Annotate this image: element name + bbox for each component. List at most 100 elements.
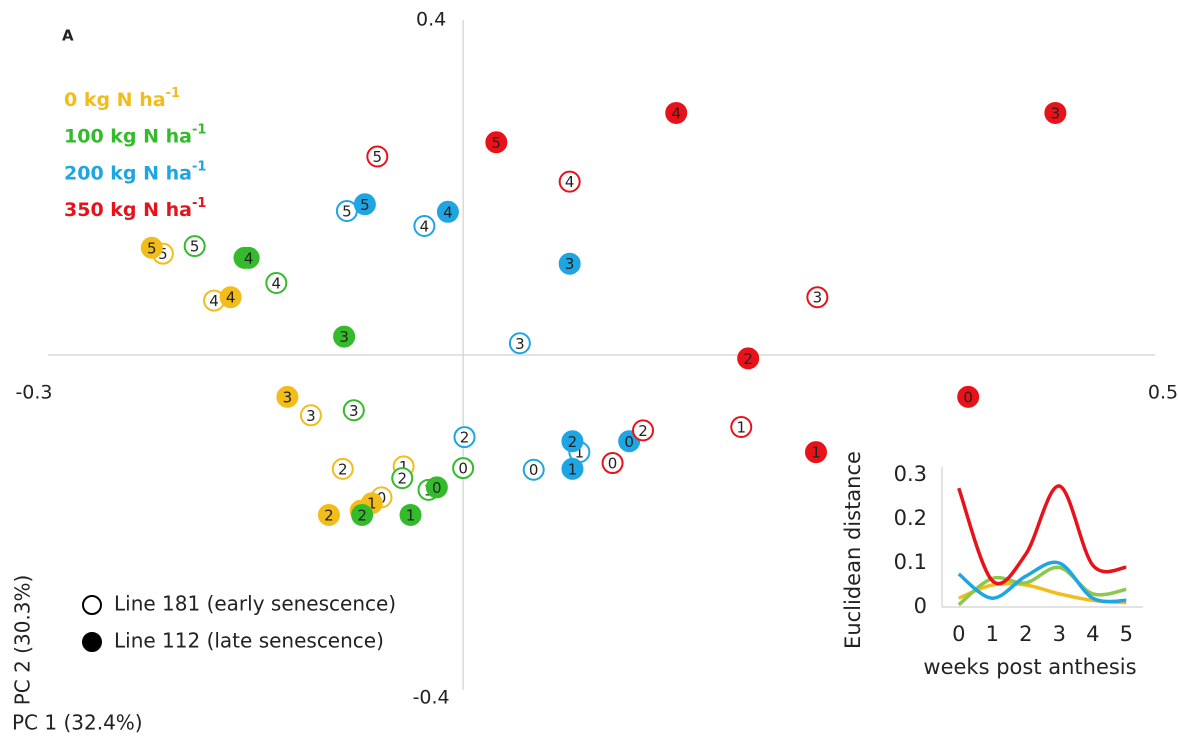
point-label: 3: [349, 402, 359, 420]
inset-y-tick-label: 0.1: [894, 550, 927, 574]
point-label: 5: [360, 196, 370, 214]
point: [558, 170, 581, 193]
inset-x-tick-label: 1: [986, 622, 999, 646]
point-label: 1: [406, 506, 416, 524]
x-axis-label: PC 1 (32.4%): [12, 711, 143, 735]
inset-y-tick-label: 0.2: [894, 506, 927, 530]
legend-text: 0 kg N ha: [64, 89, 166, 111]
point: [957, 385, 980, 408]
point-label: 4: [209, 292, 219, 310]
point-label: 2: [397, 470, 407, 488]
legend-text: 200 kg N ha: [64, 162, 192, 184]
point-label: 2: [568, 433, 578, 451]
legend-sup: -1: [192, 159, 206, 174]
y-tick-label: -0.4: [413, 687, 450, 709]
point-label: 4: [226, 289, 236, 307]
point: [561, 457, 584, 480]
point-label: 2: [324, 506, 334, 524]
point-label: 5: [492, 134, 502, 152]
point: [804, 441, 827, 464]
point: [276, 385, 299, 408]
legend-entry: 0 kg N ha-1: [64, 86, 180, 111]
point: [219, 286, 242, 309]
inset-x-tick-label: 5: [1120, 622, 1133, 646]
point-label: 5: [342, 202, 352, 220]
panel-label: A: [62, 27, 74, 45]
inset-line: [957, 484, 1127, 586]
inset-x-axis-label: weeks post anthesis: [923, 655, 1136, 679]
inset-y-tick-label: 0: [914, 594, 927, 618]
point: [399, 503, 422, 526]
point: [237, 246, 260, 269]
point: [665, 101, 688, 124]
inset-y-axis-label: Euclidean distance: [841, 451, 865, 649]
point-label: 1: [568, 460, 578, 478]
point: [561, 430, 584, 453]
point-label: 3: [565, 255, 575, 273]
inset-line: [957, 560, 1127, 604]
point: [1044, 101, 1067, 124]
point-label: 3: [515, 335, 525, 353]
point-label: 5: [373, 148, 383, 166]
point-label: 3: [339, 328, 349, 346]
legend-sup: -1: [192, 196, 206, 211]
inset-x-tick-label: 0: [952, 622, 965, 646]
point: [331, 457, 354, 480]
legend-entry: 350 kg N ha-1: [64, 196, 206, 221]
point: [806, 286, 829, 309]
point-label: 1: [575, 444, 585, 462]
point: [366, 145, 389, 168]
point-label: 0: [963, 388, 973, 406]
point-label: 5: [147, 239, 157, 257]
point: [342, 399, 365, 422]
legend-text: Line 181 (early senescence): [114, 592, 396, 616]
point: [508, 332, 531, 355]
legend-text: 100 kg N ha: [64, 125, 192, 147]
inset-x-tick-label: 2: [1019, 622, 1032, 646]
legend-sup: -1: [192, 122, 206, 137]
point: [453, 426, 476, 449]
point-label: 2: [743, 350, 753, 368]
point: [485, 131, 508, 154]
point-label: 4: [671, 104, 681, 122]
point: [333, 325, 356, 348]
point-label: 1: [399, 458, 409, 476]
legend-marker: [82, 595, 102, 615]
y-tick-label: 0.4: [416, 9, 446, 31]
point-label: 5: [158, 245, 168, 263]
point: [299, 404, 322, 427]
legend-sup: -1: [166, 86, 180, 101]
point-label: 1: [736, 419, 746, 437]
point-label: 4: [420, 218, 430, 236]
point-label: 0: [624, 433, 634, 451]
point: [737, 347, 760, 370]
x-tick-label: 0.5: [1148, 382, 1178, 404]
point-label: 0: [529, 461, 539, 479]
point-label: 1: [811, 444, 821, 462]
point-label: 0: [608, 455, 618, 473]
legend-entry: 200 kg N ha-1: [64, 159, 206, 184]
legend-entry: 100 kg N ha-1: [64, 122, 206, 147]
legend-text: Line 112 (late senescence): [114, 629, 384, 653]
point: [601, 452, 624, 475]
point-label: 2: [460, 429, 470, 447]
point-label: 4: [272, 274, 282, 292]
point: [353, 193, 376, 216]
point: [730, 416, 753, 439]
point-label: 3: [283, 388, 293, 406]
point: [140, 236, 163, 259]
point: [425, 476, 448, 499]
point-label: 3: [1051, 104, 1061, 122]
point-label: 0: [377, 489, 387, 507]
point: [391, 467, 414, 490]
point: [265, 271, 288, 294]
inset-x-tick-label: 4: [1086, 622, 1099, 646]
y-axis-label: PC 2 (30.3%): [11, 575, 35, 706]
point: [413, 215, 436, 238]
point-label: 4: [565, 173, 575, 191]
point: [522, 458, 545, 481]
point: [436, 200, 459, 223]
point-label: 4: [443, 203, 453, 221]
